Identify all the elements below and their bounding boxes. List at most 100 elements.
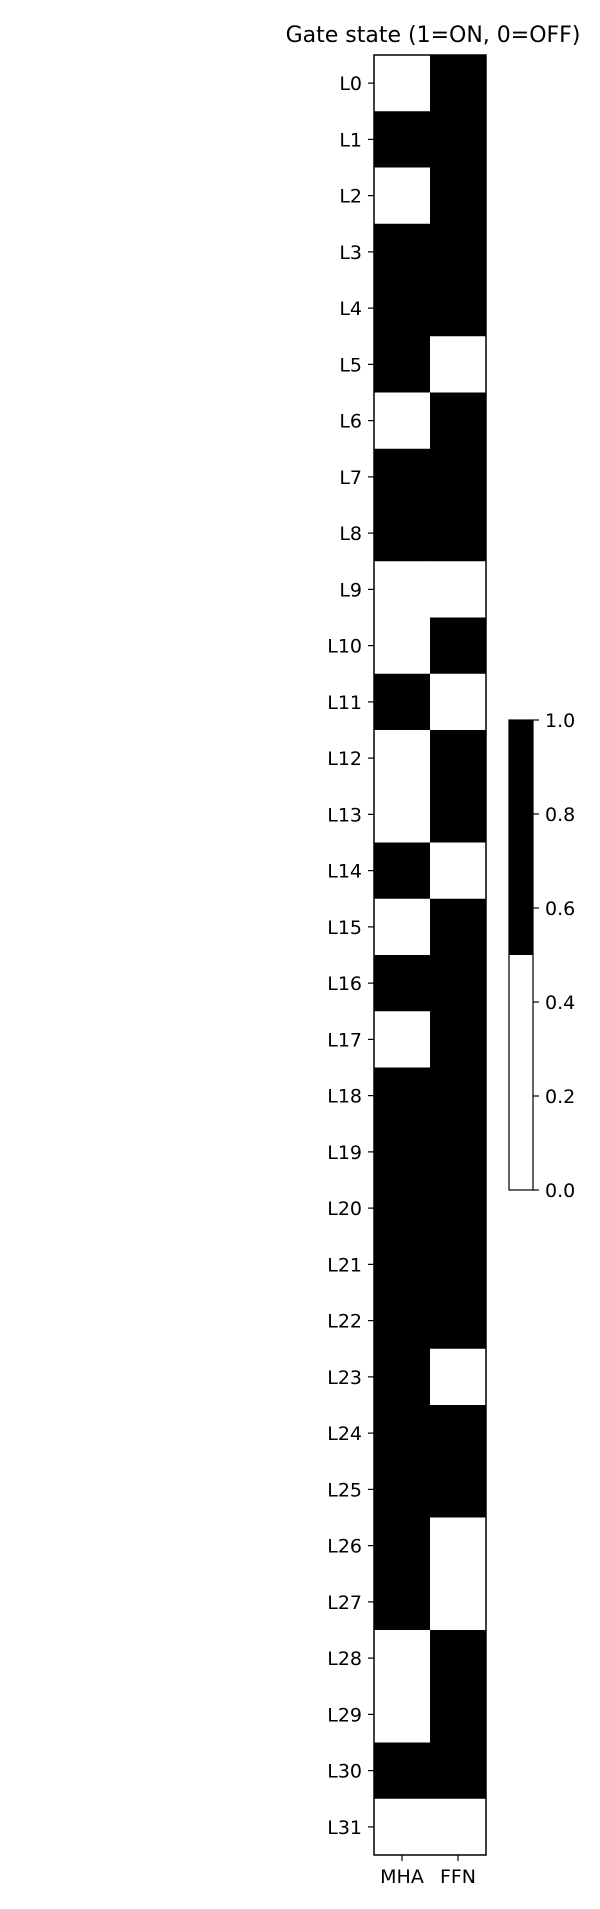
row-label: L4	[339, 298, 362, 320]
colorbar: 0.0 0.2 0.4 0.6 0.8 1.0	[508, 710, 575, 1202]
colorbar-tick-label: 1.0	[545, 710, 575, 732]
heatmap-cell	[374, 561, 431, 618]
row-label: L10	[327, 636, 362, 658]
heatmap-cell	[374, 1517, 431, 1575]
column-label: MHA	[380, 1866, 424, 1888]
row-label: L11	[327, 692, 362, 714]
heatmap-cell	[374, 617, 431, 675]
colorbar-tick-label: 0.0	[545, 1180, 575, 1202]
row-label: L7	[339, 467, 362, 489]
heatmap-cell	[430, 842, 487, 900]
heatmap-cell	[430, 392, 487, 450]
heatmap-cell	[374, 1011, 431, 1068]
row-label: L9	[339, 579, 362, 601]
row-label: L12	[327, 748, 362, 770]
heatmap-cell	[374, 1573, 431, 1631]
row-label: L6	[339, 411, 362, 433]
row-label: L2	[339, 186, 362, 208]
heatmap-cell	[374, 673, 431, 731]
heatmap-cell	[430, 1742, 487, 1800]
heatmap-cell	[374, 1348, 431, 1406]
heatmap-cell	[374, 1686, 431, 1743]
row-label: L0	[339, 73, 362, 95]
row-label: L14	[327, 861, 362, 883]
row-label: L26	[327, 1536, 362, 1558]
heatmap-cell	[374, 730, 431, 787]
row-label: L24	[327, 1423, 362, 1445]
heatmap-cell	[374, 505, 431, 562]
row-label: L21	[327, 1254, 362, 1276]
heatmap-cell	[430, 223, 487, 281]
colorbar-frame	[508, 719, 534, 1191]
heatmap-cell	[430, 1123, 487, 1181]
heatmap-cell	[374, 955, 431, 1012]
row-label: L25	[327, 1479, 362, 1501]
plot-frame	[373, 54, 487, 1856]
heatmap-cell	[430, 1180, 487, 1237]
heatmap-cell	[374, 55, 431, 112]
heatmap-cell	[430, 730, 487, 787]
heatmap-cell	[430, 1348, 487, 1406]
heatmap-cell	[430, 448, 487, 506]
row-label: L23	[327, 1367, 362, 1389]
row-label: L27	[327, 1592, 362, 1614]
heatmap-cell	[430, 1517, 487, 1575]
colorbar-segment-high	[509, 720, 533, 955]
chart-title: Gate state (1=ON, 0=OFF)	[286, 23, 581, 48]
heatmap-cell	[374, 1123, 431, 1181]
row-label: L20	[327, 1198, 362, 1220]
heatmap-cell	[430, 673, 487, 731]
heatmap-cell	[430, 1405, 487, 1462]
row-label: L16	[327, 973, 362, 995]
row-label: L17	[327, 1029, 362, 1051]
heatmap-cell	[430, 1236, 487, 1293]
heatmap-cell	[374, 1067, 431, 1125]
heatmap-cell	[430, 55, 487, 112]
row-label: L29	[327, 1704, 362, 1726]
heatmap-cell	[430, 167, 487, 225]
heatmap-cell	[374, 392, 431, 450]
heatmap-cell	[374, 1742, 431, 1800]
colorbar-tick-label: 0.6	[545, 898, 575, 920]
row-label: L3	[339, 242, 362, 264]
row-label: L15	[327, 917, 362, 939]
column-label: FFN	[440, 1866, 476, 1888]
heatmap-cell	[374, 1461, 431, 1518]
row-labels: L0 L1 L2 L3 L4 L5 L6 L7 L8 L9 L10 L11 L12 L13 L14 L15 L1…	[327, 73, 374, 1839]
heatmap-cell	[374, 1180, 431, 1237]
heatmap-cell	[430, 786, 487, 843]
heatmap-cell	[430, 505, 487, 562]
row-label: L1	[339, 129, 362, 151]
row-label: L31	[327, 1817, 362, 1839]
heatmap-cell	[430, 1011, 487, 1068]
heatmap-cell	[430, 111, 487, 168]
heatmap-cell	[374, 1630, 431, 1687]
heatmap-cells	[373, 54, 487, 1856]
row-label: L19	[327, 1142, 362, 1164]
heatmap-cell	[430, 1461, 487, 1518]
colorbar-segment-low	[509, 955, 533, 1190]
heatmap-cell	[374, 1292, 431, 1350]
colorbar-tick-label: 0.2	[545, 1086, 575, 1108]
column-labels: MHA FFN	[380, 1855, 476, 1888]
heatmap-cell	[430, 561, 487, 618]
colorbar-tick-label: 0.4	[545, 992, 575, 1014]
heatmap-cell	[430, 1686, 487, 1743]
heatmap-cell	[374, 280, 431, 337]
heatmap-cell	[430, 617, 487, 675]
heatmap-cell	[374, 111, 431, 168]
heatmap-cell	[430, 1573, 487, 1631]
heatmap-cell	[430, 280, 487, 337]
row-label: L18	[327, 1086, 362, 1108]
row-label: L28	[327, 1648, 362, 1670]
heatmap-cell	[430, 336, 487, 393]
heatmap-cell	[374, 1405, 431, 1462]
row-label: L30	[327, 1761, 362, 1783]
heatmap-cell	[374, 786, 431, 843]
colorbar-tick-label: 0.8	[545, 804, 575, 826]
heatmap-cell	[430, 1798, 487, 1856]
heatmap-cell	[374, 167, 431, 225]
heatmap-cell	[430, 1292, 487, 1350]
